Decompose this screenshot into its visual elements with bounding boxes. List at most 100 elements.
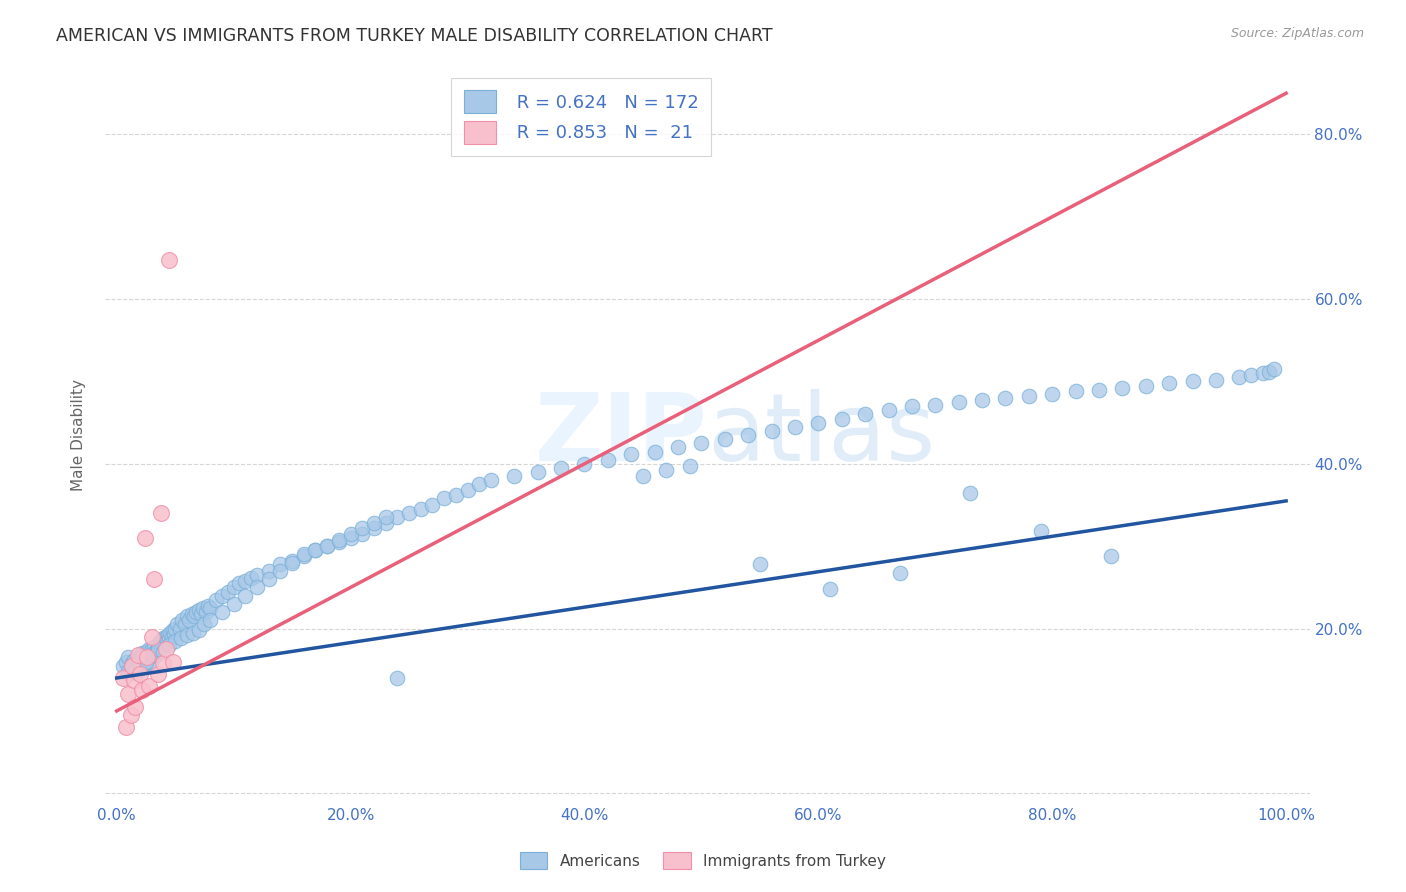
Point xyxy=(387,671,409,685)
Point xyxy=(818,582,841,596)
Point xyxy=(737,428,759,442)
Point xyxy=(853,408,876,422)
Point xyxy=(157,628,180,642)
Point xyxy=(398,506,420,520)
Point xyxy=(374,510,396,524)
Point xyxy=(526,465,548,479)
Point xyxy=(1018,389,1040,403)
Point xyxy=(352,521,374,535)
Point xyxy=(128,655,150,669)
Point xyxy=(304,543,326,558)
Point xyxy=(222,597,245,611)
Point xyxy=(169,622,191,636)
Point xyxy=(363,521,385,535)
Point xyxy=(550,461,572,475)
Point xyxy=(877,403,900,417)
Point xyxy=(217,584,239,599)
Point xyxy=(125,661,148,675)
Point xyxy=(162,624,184,638)
Point xyxy=(1205,373,1227,387)
Point xyxy=(596,452,619,467)
Point xyxy=(503,469,526,483)
Point xyxy=(129,658,152,673)
Point xyxy=(644,444,666,458)
Point xyxy=(165,622,187,636)
Point xyxy=(141,642,163,657)
Point xyxy=(141,630,163,644)
Point xyxy=(374,516,396,530)
Point xyxy=(115,655,138,669)
Point xyxy=(257,564,280,578)
Point xyxy=(197,599,219,613)
Point xyxy=(157,632,180,646)
Point xyxy=(163,627,186,641)
Point xyxy=(155,642,177,657)
Point xyxy=(269,564,291,578)
Point xyxy=(138,679,160,693)
Point xyxy=(292,549,315,563)
Text: ZIP: ZIP xyxy=(534,389,707,481)
Point xyxy=(748,558,770,572)
Point xyxy=(655,463,678,477)
Point xyxy=(165,634,187,648)
Point xyxy=(172,613,194,627)
Point xyxy=(150,638,173,652)
Point xyxy=(924,398,946,412)
Point xyxy=(138,650,160,665)
Point xyxy=(193,601,215,615)
Point xyxy=(183,609,205,624)
Point xyxy=(141,648,163,662)
Point xyxy=(948,395,970,409)
Point xyxy=(679,458,702,473)
Point xyxy=(783,419,806,434)
Point xyxy=(132,658,155,673)
Point xyxy=(117,665,139,679)
Point xyxy=(128,656,150,670)
Point xyxy=(120,708,142,723)
Point xyxy=(127,652,149,666)
Point xyxy=(127,665,149,679)
Point xyxy=(761,424,783,438)
Point xyxy=(222,581,245,595)
Point xyxy=(176,609,198,624)
Point xyxy=(339,526,361,541)
Point xyxy=(146,642,169,657)
Point xyxy=(141,648,163,662)
Point xyxy=(121,658,143,673)
Point xyxy=(138,642,160,657)
Point xyxy=(127,648,149,662)
Point xyxy=(143,645,166,659)
Point xyxy=(228,576,250,591)
Point xyxy=(135,645,157,659)
Point xyxy=(131,683,153,698)
Point xyxy=(157,638,180,652)
Point xyxy=(152,645,174,659)
Point xyxy=(143,640,166,654)
Point xyxy=(889,566,911,580)
Point xyxy=(1135,378,1157,392)
Point xyxy=(409,502,432,516)
Point xyxy=(129,666,152,681)
Point xyxy=(387,510,409,524)
Point xyxy=(148,636,170,650)
Point xyxy=(124,661,146,675)
Point xyxy=(190,607,212,621)
Point xyxy=(131,656,153,670)
Point xyxy=(1064,384,1087,399)
Point xyxy=(233,589,256,603)
Point xyxy=(145,648,167,662)
Point xyxy=(1088,383,1111,397)
Point xyxy=(117,650,139,665)
Point xyxy=(970,392,993,407)
Point xyxy=(479,473,502,487)
Point xyxy=(292,548,315,562)
Point xyxy=(134,648,156,662)
Point xyxy=(162,655,184,669)
Point xyxy=(211,605,233,619)
Point xyxy=(111,658,134,673)
Point xyxy=(142,646,165,660)
Point xyxy=(150,506,173,520)
Point xyxy=(115,720,138,734)
Point xyxy=(200,601,222,615)
Point xyxy=(246,581,269,595)
